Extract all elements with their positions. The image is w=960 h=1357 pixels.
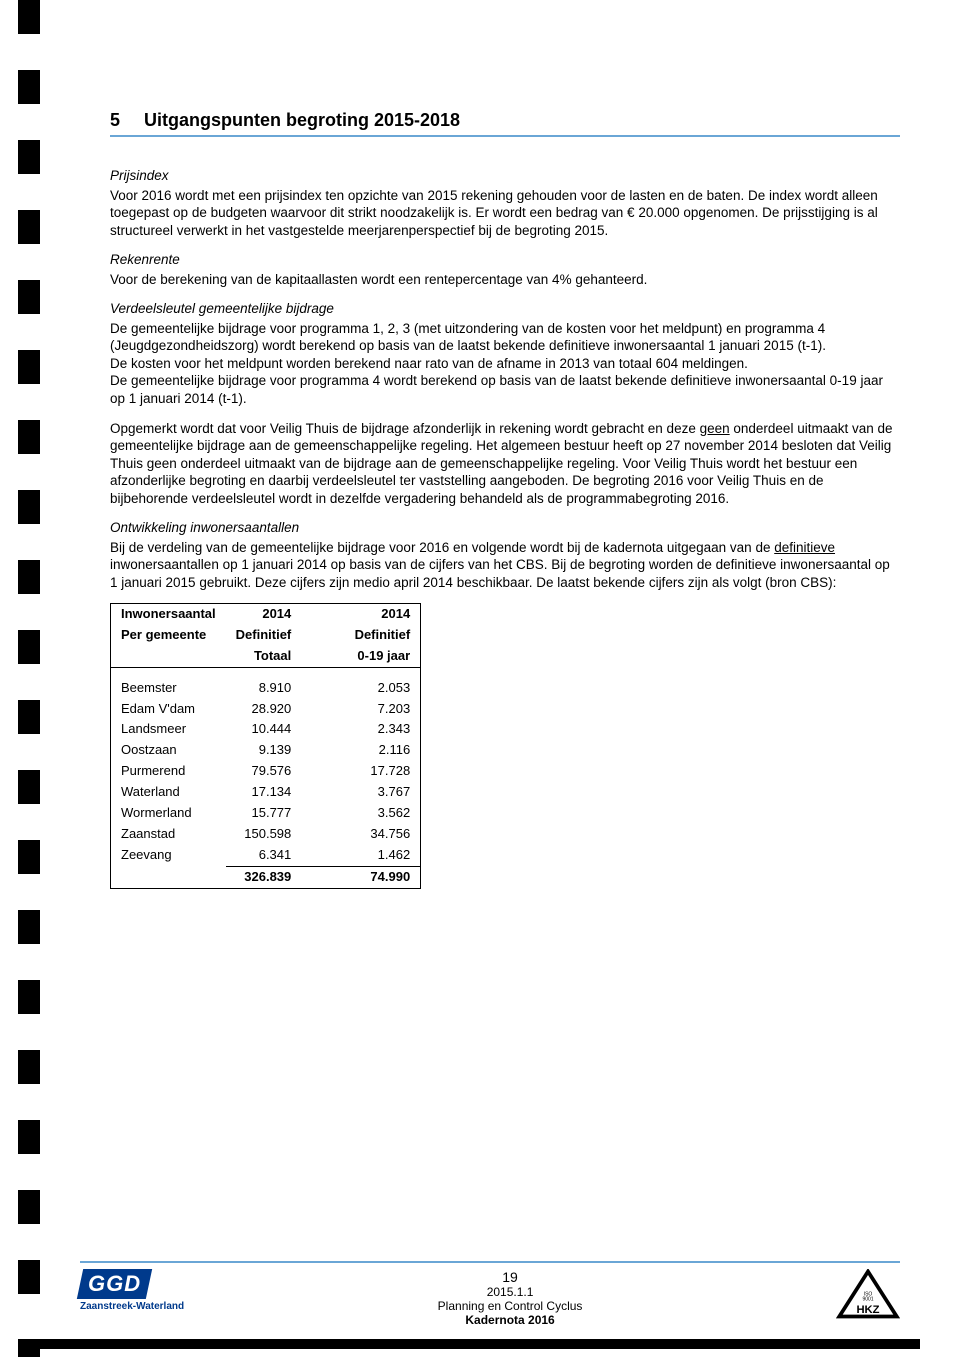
cell-name: Oostzaan — [111, 740, 226, 761]
th-col3-l1: 2014 — [301, 604, 420, 625]
cell-0-19: 34.756 — [301, 824, 420, 845]
cell-total: 28.920 — [226, 699, 302, 720]
bottom-rail — [18, 1339, 920, 1357]
page-footer: GGD Zaanstreek-Waterland 19 2015.1.1 Pla… — [40, 1261, 900, 1327]
table-row: Zaanstad150.59834.756 — [111, 824, 421, 845]
page-number: 19 — [184, 1269, 836, 1285]
footer-line: Planning en Control Cyclus — [184, 1299, 836, 1313]
hkz-text: HKZ — [856, 1304, 879, 1316]
cell-name: Zaanstad — [111, 824, 226, 845]
cell-total: 17.134 — [226, 782, 302, 803]
cell-0-19: 2.053 — [301, 678, 420, 699]
body-content: Prijsindex Voor 2016 wordt met een prijs… — [110, 167, 900, 889]
section-number: 5 — [110, 110, 120, 131]
th-col3-l2: Definitief — [301, 625, 420, 646]
cell-total: 9.139 — [226, 740, 302, 761]
para-verdeel-3: De gemeentelijke bijdrage voor programma… — [110, 372, 900, 407]
svg-text:9001: 9001 — [862, 1296, 873, 1302]
table-row: Landsmeer10.4442.343 — [111, 719, 421, 740]
table-row: Beemster8.9102.053 — [111, 678, 421, 699]
inwoners-table: Inwonersaantal 2014 2014 Per gemeente De… — [110, 603, 421, 888]
cell-total: 150.598 — [226, 824, 302, 845]
table-row: Waterland17.1343.767 — [111, 782, 421, 803]
logo-subtitle: Zaanstreek-Waterland — [80, 1301, 184, 1312]
table-row: Zeevang6.3411.462 — [111, 845, 421, 866]
para-rekenrente: Voor de berekening van de kapitaallasten… — [110, 271, 900, 289]
cell-name: Wormerland — [111, 803, 226, 824]
footer-code: 2015.1.1 — [184, 1285, 836, 1299]
text: inwonersaantallen op 1 januari 2014 op b… — [110, 557, 890, 590]
heading-rekenrente: Rekenrente — [110, 251, 900, 269]
para-opgemerkt: Opgemerkt wordt dat voor Veilig Thuis de… — [110, 420, 900, 508]
para-verdeel-2: De kosten voor het meldpunt worden berek… — [110, 355, 900, 373]
cell-total: 10.444 — [226, 719, 302, 740]
ggd-logo: GGD Zaanstreek-Waterland — [80, 1269, 184, 1312]
para-ontwikkeling: Bij de verdeling van de gemeentelijke bi… — [110, 539, 900, 592]
th-col3-l3: 0-19 jaar — [301, 646, 420, 667]
cell-name: Waterland — [111, 782, 226, 803]
cell-0-19: 3.562 — [301, 803, 420, 824]
cell-name: Beemster — [111, 678, 226, 699]
cell-total: 15.777 — [226, 803, 302, 824]
underline-definitieve: definitieve — [774, 540, 835, 555]
table-total-row: 326.83974.990 — [111, 866, 421, 888]
cell-0-19: 1.462 — [301, 845, 420, 866]
th-col2-l2: Definitief — [226, 625, 302, 646]
th-col2-l1: 2014 — [226, 604, 302, 625]
text: Bij de verdeling van de gemeentelijke bi… — [110, 540, 774, 555]
section-title: Uitgangspunten begroting 2015-2018 — [144, 110, 460, 131]
cell-0-19: 2.116 — [301, 740, 420, 761]
underline-geen: geen — [700, 421, 730, 436]
th-col1-l1: Inwonersaantal — [111, 604, 226, 625]
cell-name: Zeevang — [111, 845, 226, 866]
total-j: 74.990 — [301, 866, 420, 888]
cell-total: 79.576 — [226, 761, 302, 782]
th-col1-l2: Per gemeente — [111, 625, 226, 646]
table-row: Edam V'dam28.9207.203 — [111, 699, 421, 720]
heading-prijsindex: Prijsindex — [110, 167, 900, 185]
text: Opgemerkt wordt dat voor Veilig Thuis de… — [110, 421, 700, 436]
heading-verdeelsleutel: Verdeelsleutel gemeentelijke bijdrage — [110, 300, 900, 318]
cell-name: Edam V'dam — [111, 699, 226, 720]
cell-name: Landsmeer — [111, 719, 226, 740]
para-prijsindex: Voor 2016 wordt met een prijsindex ten o… — [110, 187, 900, 240]
th-empty — [111, 646, 226, 667]
cell-total: 8.910 — [226, 678, 302, 699]
cell-name: Purmerend — [111, 761, 226, 782]
cell-0-19: 3.767 — [301, 782, 420, 803]
heading-ontwikkeling: Ontwikkeling inwonersaantallen — [110, 519, 900, 537]
cell-total: 6.341 — [226, 845, 302, 866]
table-row: Oostzaan9.1392.116 — [111, 740, 421, 761]
hkz-logo: ISO 9001 HKZ — [836, 1269, 900, 1324]
footer-doc: Kadernota 2016 — [184, 1313, 836, 1327]
binder-marks — [18, 0, 48, 1357]
section-heading: 5 Uitgangspunten begroting 2015-2018 — [110, 110, 900, 137]
cell-0-19: 17.728 — [301, 761, 420, 782]
total-t: 326.839 — [226, 866, 302, 888]
cell-0-19: 7.203 — [301, 699, 420, 720]
para-verdeel-1: De gemeentelijke bijdrage voor programma… — [110, 320, 900, 355]
logo-text: GGD — [88, 1271, 141, 1297]
th-col2-l3: Totaal — [226, 646, 302, 667]
table-row: Purmerend79.57617.728 — [111, 761, 421, 782]
table-row: Wormerland15.7773.562 — [111, 803, 421, 824]
cell-0-19: 2.343 — [301, 719, 420, 740]
